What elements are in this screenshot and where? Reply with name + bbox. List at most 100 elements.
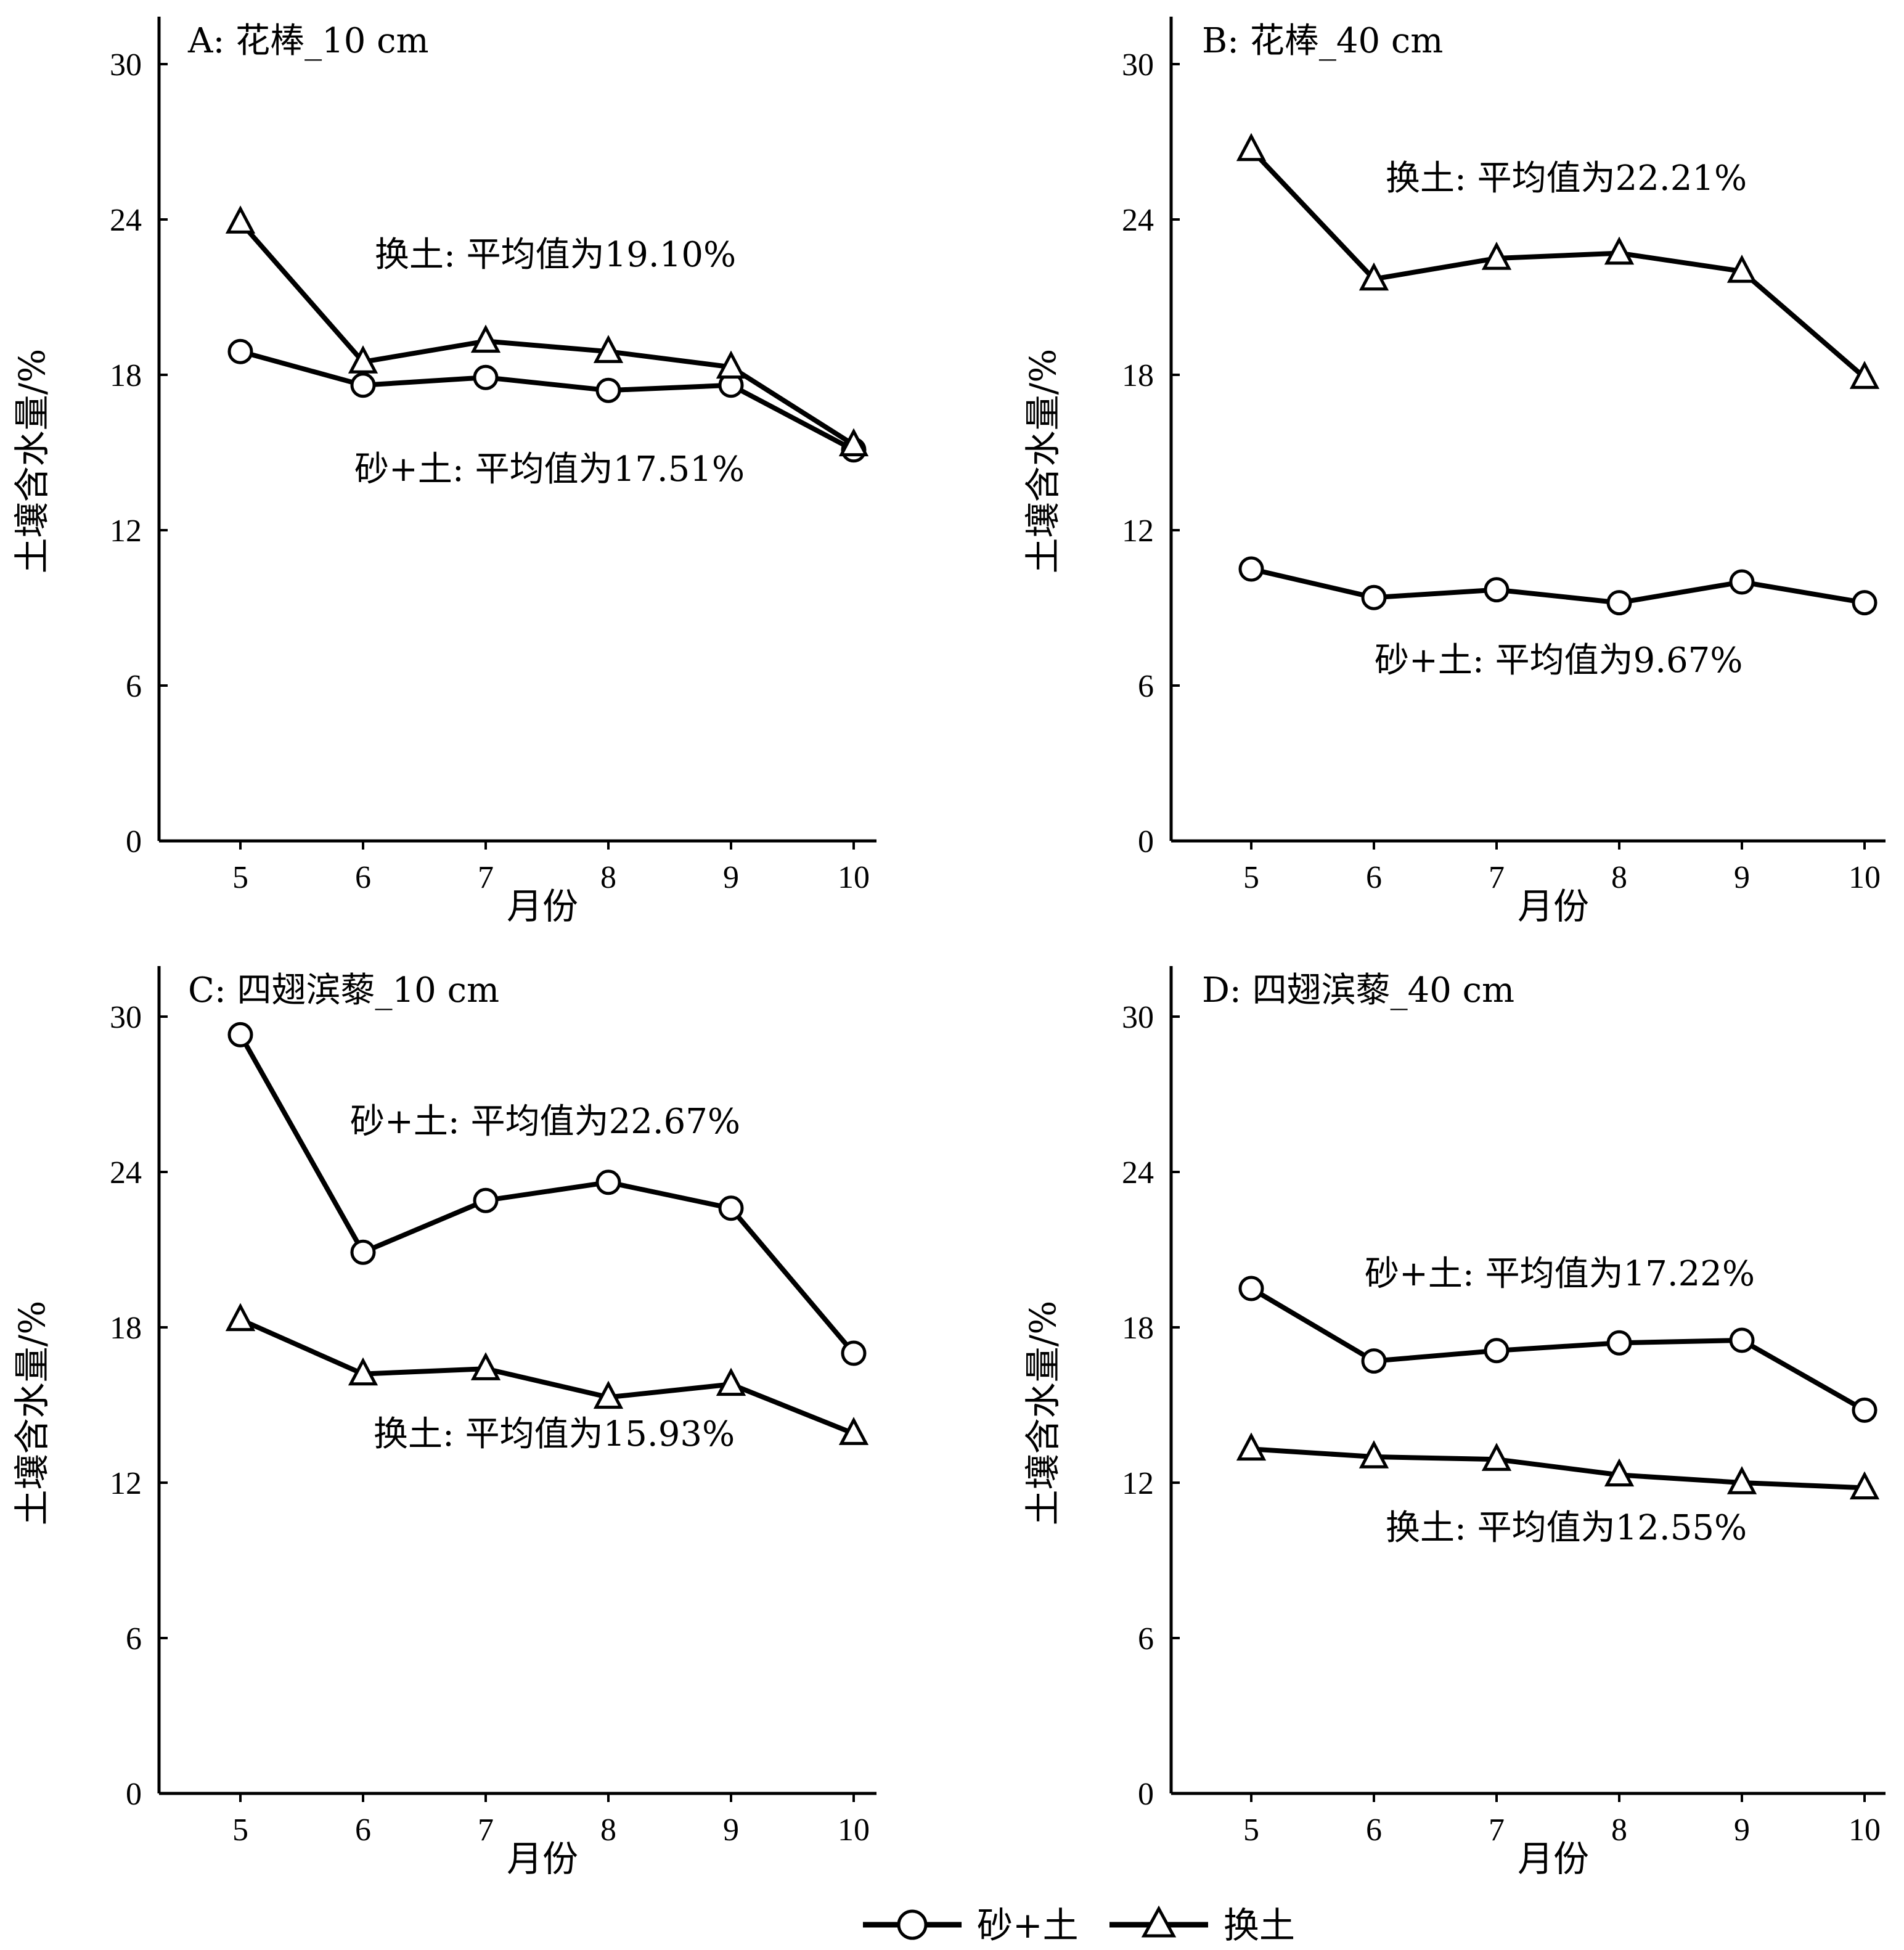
data-point-circle bbox=[1729, 569, 1755, 595]
chart-panel-a: 0 6 12 18 24 30 5 6 7 8 9 10 A: 花棒_10 cm 月份 土壤含水量/% 换土:… bbox=[11, 17, 876, 927]
data-point-triangle bbox=[716, 1367, 746, 1396]
y-axis-label: 土壤含水量/% bbox=[1022, 349, 1064, 574]
y-tick-label: 18 bbox=[1122, 1311, 1154, 1346]
data-point-circle bbox=[227, 1022, 253, 1047]
y-tick-label: 24 bbox=[1122, 1155, 1154, 1190]
data-point-circle bbox=[1852, 1397, 1877, 1423]
y-tick-label: 12 bbox=[110, 1466, 142, 1501]
x-tick-label: 5 bbox=[1243, 860, 1259, 895]
x-tick-label: 7 bbox=[1489, 860, 1505, 895]
series-mean-annotation: 换土: 平均值为15.93% bbox=[374, 1414, 735, 1454]
data-point-circle bbox=[1606, 590, 1632, 616]
chart-panel-d: 0 6 12 18 24 30 5 6 7 8 9 10 D: 四翅滨藜_40 cm 月份 土壤含水量/% 砂… bbox=[1022, 966, 1886, 1880]
data-point-circle bbox=[1484, 1338, 1510, 1364]
series-line-replaced-soil bbox=[239, 1317, 855, 1436]
y-tick-label: 6 bbox=[126, 1621, 142, 1657]
data-point-triangle bbox=[1849, 1471, 1880, 1500]
data-point-triangle bbox=[348, 1357, 378, 1386]
series-line-sand-soil bbox=[239, 349, 855, 453]
data-point-triangle bbox=[1726, 1466, 1757, 1494]
data-point-circle bbox=[350, 1239, 376, 1265]
series-mean-annotation: 换土: 平均值为12.55% bbox=[1386, 1508, 1747, 1548]
series-mean-annotation: 砂+土: 平均值为17.51% bbox=[354, 449, 745, 490]
data-point-circle bbox=[1361, 584, 1387, 610]
series-mean-annotation: 换土: 平均值为19.10% bbox=[375, 235, 736, 275]
data-point-triangle bbox=[593, 1380, 624, 1409]
data-point-triangle bbox=[1481, 242, 1512, 270]
x-tick-label: 8 bbox=[1611, 860, 1627, 895]
y-tick-label: 6 bbox=[1138, 1621, 1154, 1657]
x-tick-label: 6 bbox=[1366, 1813, 1382, 1848]
series-mean-annotation: 砂+土: 平均值为22.67% bbox=[350, 1102, 740, 1142]
x-tick-label: 9 bbox=[723, 1813, 739, 1848]
x-tick-label: 7 bbox=[478, 1813, 494, 1848]
legend-label-replaced-soil: 换土 bbox=[1224, 1904, 1295, 1946]
data-point-triangle bbox=[225, 205, 256, 234]
x-tick-label: 10 bbox=[838, 860, 870, 895]
y-tick-label: 0 bbox=[1138, 824, 1154, 859]
x-tick-label: 7 bbox=[478, 860, 494, 895]
y-tick-label: 30 bbox=[110, 1000, 142, 1035]
data-point-circle bbox=[1606, 1330, 1632, 1356]
y-tick-label: 30 bbox=[1122, 47, 1154, 83]
x-tick-label: 10 bbox=[1849, 860, 1881, 895]
x-tick-label: 10 bbox=[838, 1813, 870, 1848]
y-axis-label: 土壤含水量/% bbox=[11, 1301, 53, 1526]
x-tick-label: 9 bbox=[723, 860, 739, 895]
data-point-triangle bbox=[1604, 1458, 1635, 1487]
y-tick-label: 0 bbox=[126, 824, 142, 859]
y-tick-label: 0 bbox=[126, 1777, 142, 1812]
x-tick-label: 6 bbox=[1366, 860, 1382, 895]
data-point-triangle bbox=[1359, 262, 1389, 291]
data-point-circle bbox=[1852, 590, 1877, 616]
data-point-circle bbox=[595, 377, 621, 403]
series-mean-annotation: 砂+土: 平均值为9.67% bbox=[1375, 641, 1743, 681]
data-point-triangle bbox=[716, 350, 746, 379]
series-line-replaced-soil bbox=[1251, 1446, 1865, 1491]
data-point-triangle bbox=[1359, 1440, 1389, 1469]
x-tick-label: 5 bbox=[1243, 1813, 1259, 1848]
y-tick-label: 12 bbox=[110, 514, 142, 549]
data-point-circle bbox=[595, 1170, 621, 1195]
x-tick-label: 8 bbox=[600, 1813, 616, 1848]
x-tick-label: 8 bbox=[1611, 1813, 1627, 1848]
series-mean-annotation: 砂+土: 平均值为17.22% bbox=[1365, 1254, 1755, 1294]
panel-title: C: 四翅滨藜_10 cm bbox=[188, 970, 499, 1010]
data-point-triangle bbox=[348, 345, 378, 374]
data-point-triangle bbox=[838, 428, 869, 457]
data-point-triangle bbox=[593, 335, 624, 363]
data-point-circle bbox=[841, 1340, 867, 1366]
series-line-sand-soil bbox=[1251, 567, 1865, 605]
panel-title: B: 花棒_40 cm bbox=[1202, 21, 1443, 61]
x-axis-label: 月份 bbox=[1518, 1838, 1589, 1880]
panel-title: D: 四翅滨藜_40 cm bbox=[1202, 970, 1514, 1010]
series-mean-annotation: 换土: 平均值为22.21% bbox=[1386, 158, 1747, 199]
y-tick-label: 30 bbox=[110, 47, 142, 83]
x-tick-label: 8 bbox=[600, 860, 616, 895]
legend-marker-triangle bbox=[1141, 1905, 1177, 1938]
data-point-circle bbox=[473, 364, 499, 390]
data-point-triangle bbox=[838, 1417, 869, 1445]
series-line-replaced-soil bbox=[238, 220, 856, 447]
data-point-triangle bbox=[1726, 255, 1757, 283]
data-point-circle bbox=[1729, 1327, 1755, 1353]
y-tick-label: 24 bbox=[1122, 203, 1154, 238]
chart-panel-b: 0 6 12 18 24 30 5 6 7 8 9 10 B: 花棒_40 cm 月份 土壤含水量/% 换土:… bbox=[1022, 17, 1886, 927]
y-tick-label: 18 bbox=[1122, 358, 1154, 393]
x-tick-label: 7 bbox=[1489, 1813, 1505, 1848]
y-tick-label: 0 bbox=[1138, 1777, 1154, 1812]
data-point-circle bbox=[1238, 1276, 1264, 1301]
legend: 砂+土 换土 bbox=[863, 1904, 1295, 1946]
data-point-circle bbox=[473, 1187, 499, 1213]
x-tick-label: 10 bbox=[1849, 1813, 1881, 1848]
series-line-sand-soil bbox=[238, 1033, 856, 1355]
x-tick-label: 6 bbox=[355, 860, 371, 895]
data-point-circle bbox=[227, 338, 253, 364]
y-tick-label: 30 bbox=[1122, 1000, 1154, 1035]
y-tick-label: 6 bbox=[126, 669, 142, 704]
y-tick-label: 12 bbox=[1122, 514, 1154, 549]
x-tick-label: 5 bbox=[232, 860, 248, 895]
y-tick-label: 24 bbox=[110, 203, 142, 238]
